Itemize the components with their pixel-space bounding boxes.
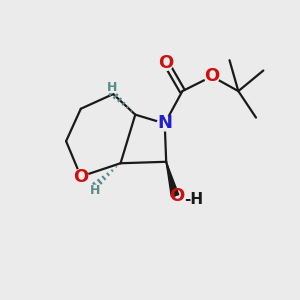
Circle shape [205, 69, 219, 84]
Text: N: N [157, 115, 172, 133]
Circle shape [74, 169, 88, 184]
Text: -H: -H [184, 192, 204, 207]
Circle shape [90, 185, 101, 196]
Text: O: O [169, 187, 184, 205]
Text: H: H [106, 81, 117, 94]
Circle shape [184, 190, 202, 207]
Circle shape [106, 82, 117, 93]
Text: O: O [158, 54, 173, 72]
Text: O: O [204, 68, 220, 85]
Circle shape [158, 116, 172, 131]
Text: O: O [73, 167, 88, 185]
Circle shape [158, 56, 173, 70]
Text: H: H [90, 184, 101, 197]
Polygon shape [166, 162, 179, 196]
